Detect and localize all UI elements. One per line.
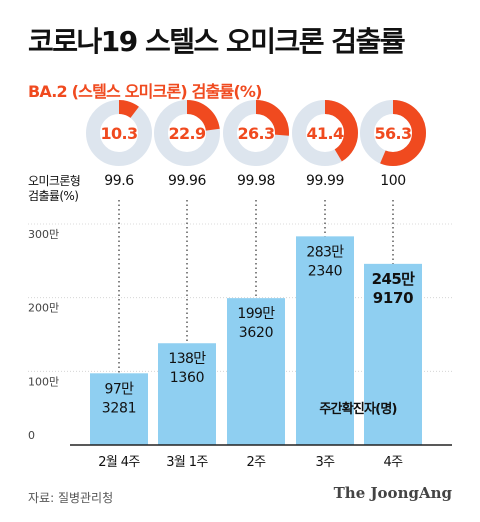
detection-rate-value: 100: [380, 173, 406, 189]
donut-value-label: 22.9: [168, 124, 206, 143]
bar-value-label: 3620: [239, 325, 273, 341]
donut-value-label: 26.3: [237, 124, 274, 143]
x-tick-label: 2월 4주: [98, 455, 140, 470]
x-tick-label: 2주: [246, 455, 266, 470]
detection-rate-value: 99.96: [168, 173, 207, 189]
donut-value-label: 10.3: [100, 124, 137, 143]
donut-value-label: 56.3: [374, 124, 411, 143]
bar-value-label: 9170: [373, 289, 414, 307]
x-tick-label: 3월 1주: [166, 455, 208, 470]
page-title: 코로나19 스텔스 오미크론 검출률: [28, 25, 406, 58]
y-tick-label: 0: [28, 429, 35, 442]
bar: [364, 263, 422, 445]
bar-value-label: 2340: [308, 263, 342, 279]
donut-slice: [154, 100, 220, 166]
brand-logo: The JoongAng: [333, 484, 452, 502]
bar: [158, 343, 216, 445]
detection-rate-value: 99.98: [237, 173, 275, 189]
bar: [90, 373, 148, 445]
bar: [296, 236, 354, 445]
donut-slice: [223, 100, 289, 166]
y-tick-label: 100만: [28, 375, 59, 388]
donut-slice: [292, 100, 358, 166]
bar-value-label: 245만: [372, 270, 416, 288]
y-tick-label: 300만: [28, 228, 59, 241]
bar-value-label: 283만: [306, 244, 344, 260]
donut-slice: [86, 100, 152, 166]
bar-value-label: 199만: [237, 306, 275, 322]
donut-slice: [360, 100, 426, 166]
donut-value-label: 41.4: [306, 124, 344, 143]
bar-value-label: 1360: [170, 370, 204, 386]
bar-value-label: 97만: [105, 381, 135, 397]
x-tick-label: 3주: [315, 455, 335, 470]
series-name-label: 주간확진자(명): [319, 401, 396, 417]
bar-value-label: 3281: [102, 400, 136, 416]
row-label: 검출률(%): [28, 189, 78, 203]
detection-rate-value: 99.6: [104, 173, 134, 189]
bar-value-label: 138만: [168, 351, 206, 367]
detection-rate-value: 99.99: [306, 173, 344, 189]
x-tick-label: 4주: [383, 455, 403, 470]
bar: [227, 298, 285, 445]
row-label: 오미크론형: [28, 174, 80, 188]
donut-chart-title: BA.2 (스텔스 오미크론) 검출률(%): [28, 82, 262, 101]
source-credit: 자료: 질병관리청: [28, 491, 114, 505]
y-tick-label: 200만: [28, 302, 59, 315]
